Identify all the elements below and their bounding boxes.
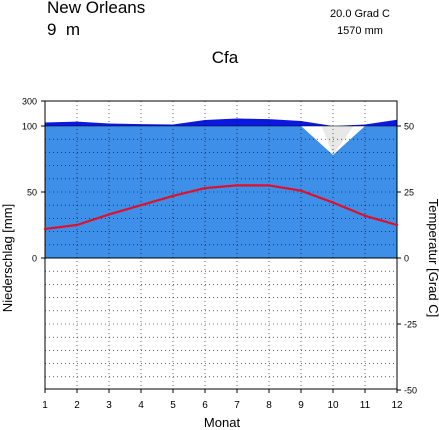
- temperature-line: [44, 184, 398, 231]
- y-axis-label-left: Niederschlag [mm]: [0, 204, 15, 312]
- temperature-point: [171, 194, 175, 198]
- temperature-point: [331, 201, 335, 204]
- right-tick-label: 0: [404, 254, 409, 264]
- annual-precipitation: 1570 mm: [337, 25, 383, 37]
- x-tick-label: 10: [327, 400, 339, 411]
- x-tick-label: 9: [298, 400, 304, 411]
- temperature-point: [43, 227, 47, 231]
- temperature-point: [107, 213, 111, 216]
- x-tick-label: 2: [74, 400, 80, 411]
- left-tick-label: 50: [27, 188, 37, 198]
- x-tick-label: 11: [360, 400, 371, 411]
- dry-period-area: [321, 126, 354, 156]
- grid-lines: [45, 101, 397, 389]
- annual-temperature: 20.0 Grad C: [330, 8, 390, 20]
- axis-labels: Monat Niederschlag [mm] Temperatur [Grad…: [0, 199, 439, 430]
- x-tick-label: 1: [42, 400, 48, 411]
- temperature-point: [363, 214, 367, 217]
- temperature-point: [75, 223, 79, 227]
- station-name: New Orleans: [47, 0, 146, 17]
- x-tick-label: 6: [202, 400, 208, 411]
- station-elevation: 9 m: [47, 20, 81, 39]
- y-axis-label-right: Temperatur [Grad C]: [426, 199, 439, 318]
- temperature-point: [203, 186, 207, 190]
- climate-class: Cfa: [211, 48, 239, 67]
- x-tick-label: 12: [391, 400, 403, 411]
- temperature-series: [43, 184, 399, 231]
- x-tick-label: 5: [170, 400, 176, 411]
- x-tick-label: 7: [234, 400, 240, 411]
- left-tick-label: 0: [32, 254, 37, 264]
- left-tick-label: 100: [22, 122, 37, 132]
- temperature-point: [395, 223, 399, 227]
- right-tick-label: 25: [404, 188, 414, 198]
- temperature-point: [235, 184, 239, 187]
- left-tick-label: 300: [22, 97, 37, 107]
- x-axis-label: Monat: [204, 415, 241, 430]
- temperature-point: [267, 184, 271, 187]
- x-tick-label: 8: [266, 400, 272, 411]
- right-tick-label: 50: [404, 122, 414, 132]
- plot-border: [44, 100, 398, 390]
- plot-frame: [44, 100, 398, 390]
- right-tick-label: -50: [404, 386, 417, 396]
- precipitation-excess-area: [45, 118, 397, 126]
- right-tick-label: -25: [404, 320, 417, 330]
- x-tick-label: 3: [106, 400, 112, 411]
- temperature-point: [139, 204, 143, 207]
- x-tick-label: 4: [138, 400, 144, 411]
- temperature-point: [299, 189, 303, 192]
